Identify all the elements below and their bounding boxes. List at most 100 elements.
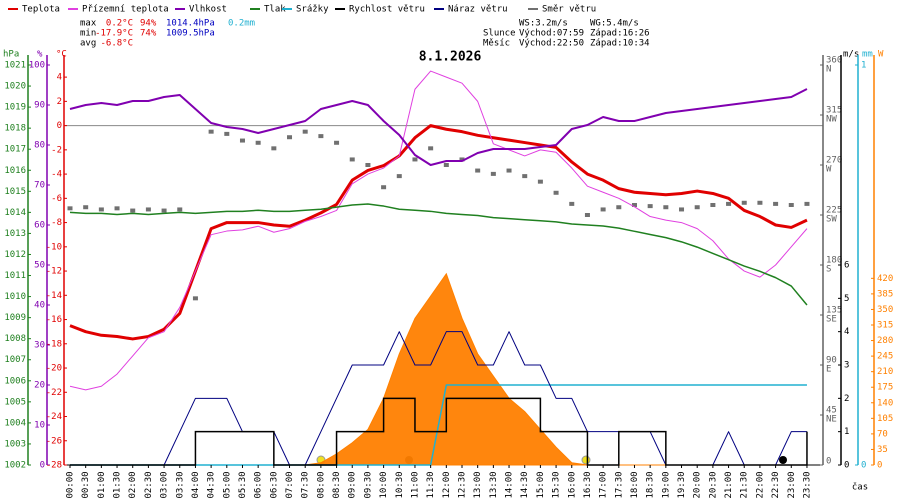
x-tick-label: 21:30 <box>740 471 750 498</box>
y-tick-label: 80 <box>34 141 45 151</box>
x-tick-label: 00:30 <box>81 471 91 498</box>
y-tick-label: 1 <box>844 427 849 437</box>
stat-value: 1014.4hPa <box>166 19 215 29</box>
x-tick-label: 05:00 <box>222 471 232 498</box>
y-tick-label: 1003 <box>4 439 26 449</box>
y-tick-label: 135 <box>826 306 842 316</box>
y-tick-label: 20 <box>34 381 45 391</box>
stat-value: -6.8°C <box>100 39 133 49</box>
y-tick-label: 420 <box>877 274 893 284</box>
direction-point <box>600 207 606 212</box>
x-tick-label: 02:30 <box>144 471 154 498</box>
direction-point <box>318 134 324 139</box>
y-tick-label: 5 <box>844 294 849 304</box>
direction-point <box>522 174 528 179</box>
y-tick-label: 70 <box>34 181 45 191</box>
y-tick-label: 0 <box>877 461 882 471</box>
x-tick-label: 06:00 <box>254 471 264 498</box>
x-tick-label: 10:30 <box>395 471 405 498</box>
y-tick-label: 3 <box>844 361 849 371</box>
direction-point <box>443 163 449 167</box>
y-tick-label: 100 <box>29 61 45 71</box>
y-tick-label: -14 <box>46 291 62 301</box>
y-tick-name: NE <box>826 415 837 425</box>
y-tick-label: 175 <box>877 383 893 393</box>
legend-label: Přízemní teplota <box>82 5 169 15</box>
axis-unit: hPa <box>3 50 19 60</box>
chart-title: 8.1.2026 <box>419 50 482 65</box>
series-line <box>69 203 808 306</box>
direction-point <box>381 185 387 190</box>
info-text: Západ:10:34 <box>590 39 650 49</box>
y-tick-label: -20 <box>46 364 62 374</box>
direction-point <box>161 208 167 213</box>
x-tick-label: 17:30 <box>614 471 624 498</box>
direction-point <box>349 157 355 162</box>
y-tick-label: 1016 <box>4 166 26 176</box>
y-tick-label: 280 <box>877 336 893 346</box>
y-tick-label: -2 <box>51 145 62 155</box>
y-tick-name: NW <box>826 115 837 125</box>
y-tick-label: 60 <box>34 221 45 231</box>
y-tick-label: 45 <box>826 406 837 416</box>
y-tick-label: -24 <box>46 412 62 422</box>
x-tick-label: 05:30 <box>238 471 248 498</box>
x-tick-label: 02:00 <box>128 471 138 498</box>
direction-point <box>490 171 496 176</box>
direction-point <box>396 174 402 179</box>
stat-label: min <box>80 29 96 39</box>
y-tick-label: 2 <box>844 394 849 404</box>
y-tick-label: 1015 <box>4 187 26 197</box>
axis-unit: mm <box>862 50 873 60</box>
direction-point <box>255 140 261 145</box>
direction-point <box>584 213 590 217</box>
stat-label: avg <box>80 39 96 49</box>
direction-point <box>773 201 779 206</box>
stat-label: max <box>80 19 97 29</box>
y-tick-label: 1009 <box>4 313 26 323</box>
direction-point <box>334 140 340 145</box>
x-tick-label: 23:00 <box>787 471 797 498</box>
x-tick-label: 08:00 <box>316 471 326 498</box>
x-tick-label: 20:30 <box>708 471 718 498</box>
y-tick-label: -10 <box>46 242 62 252</box>
x-tick-label: 19:30 <box>677 471 687 498</box>
axis-unit: °C <box>56 50 67 60</box>
y-tick-name: E <box>826 365 831 375</box>
direction-point <box>663 205 669 210</box>
stat-value: 0.2°C <box>106 19 133 29</box>
series-line <box>69 88 808 166</box>
series-step <box>70 397 808 466</box>
y-tick-label: -6 <box>51 194 62 204</box>
y-tick-label: 1004 <box>4 418 26 428</box>
direction-point <box>757 200 763 205</box>
x-tick-label: 06:30 <box>269 471 279 498</box>
y-tick-label: 30 <box>34 341 45 351</box>
y-tick-label: 1021 <box>4 61 26 71</box>
y-tick-label: 210 <box>877 367 893 377</box>
y-tick-label: -28 <box>46 461 62 471</box>
x-tick-label: 13:30 <box>489 471 499 498</box>
stat-value: 1009.5hPa <box>166 29 215 39</box>
direction-point <box>192 296 198 301</box>
direction-point <box>710 203 716 207</box>
legend-label: Směr větru <box>542 5 596 15</box>
x-tick-label: 17:00 <box>599 471 609 498</box>
x-tick-label: 11:00 <box>410 471 420 498</box>
y-tick-label: 315 <box>826 106 842 116</box>
y-tick-label: 90 <box>34 101 45 111</box>
y-tick-label: 35 <box>877 445 888 455</box>
axis-unit: W <box>878 50 884 60</box>
y-tick-label: 40 <box>34 301 45 311</box>
info-text: Východ:07:59 <box>519 29 584 39</box>
x-tick-label: 00:00 <box>66 471 76 498</box>
y-tick-label: 0 <box>844 461 849 471</box>
y-tick-label: 90 <box>826 356 837 366</box>
direction-point <box>365 163 371 167</box>
y-tick-name: N <box>826 65 831 75</box>
y-tick-label: -8 <box>51 218 62 228</box>
direction-point <box>145 207 151 212</box>
y-tick-label: 0 <box>40 461 45 471</box>
direction-point <box>239 138 245 143</box>
y-tick-label: 70 <box>877 429 888 439</box>
